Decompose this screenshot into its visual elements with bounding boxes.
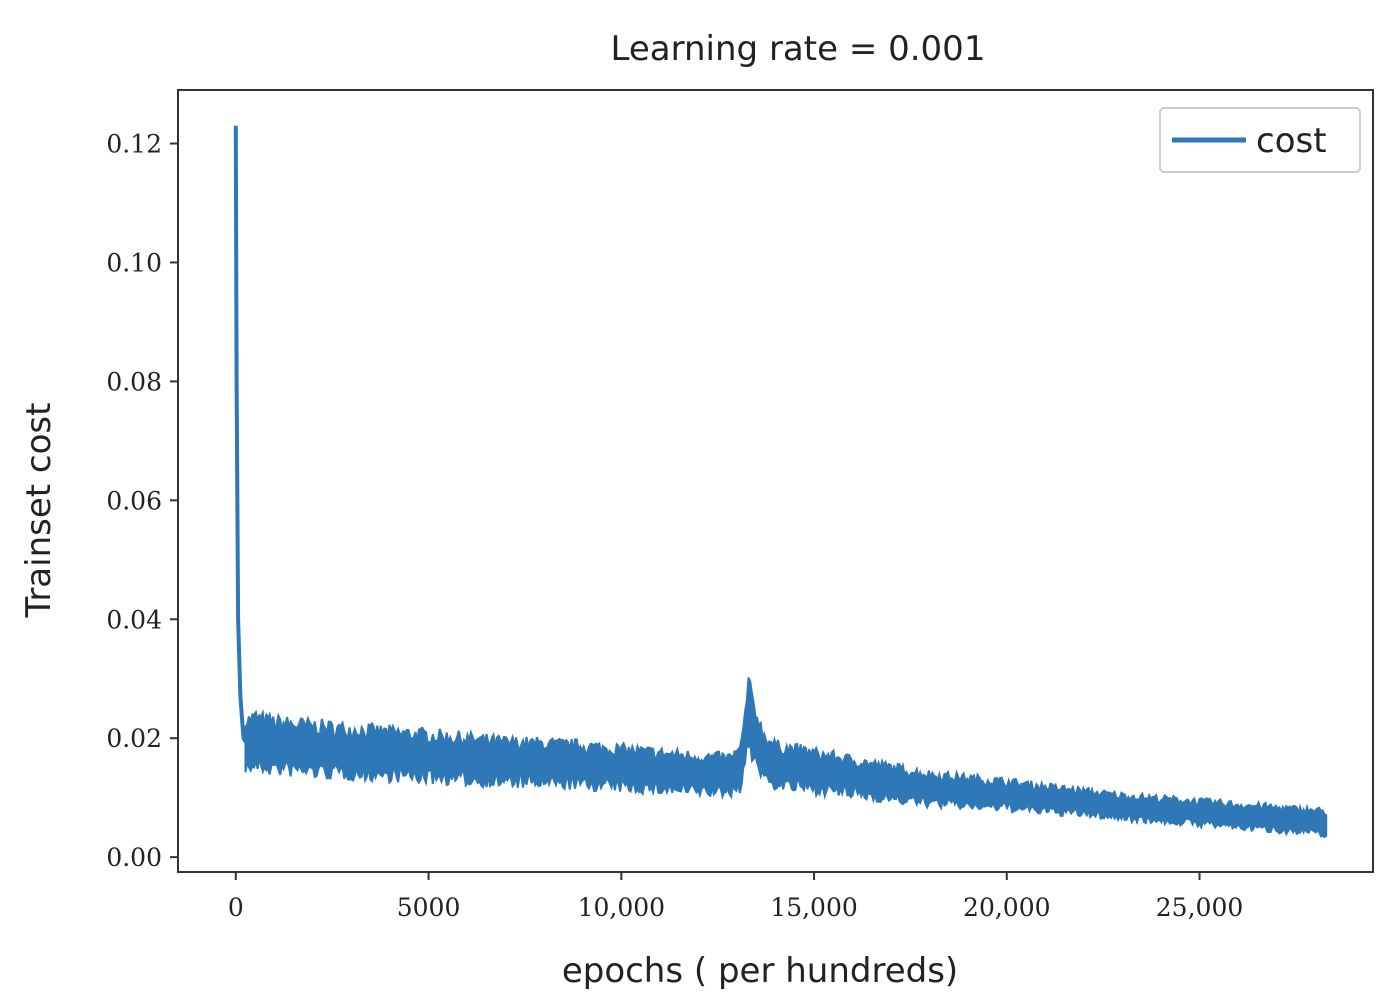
x-tick-label: 15,000 — [770, 893, 857, 922]
cost-noise-band — [244, 677, 1328, 839]
x-tick-label: 20,000 — [963, 893, 1050, 922]
legend: cost — [1159, 107, 1361, 173]
y-axis-ticks: 0.00 0.02 0.04 0.06 0.08 0.10 0.12 — [106, 130, 178, 872]
x-tick-label: 25,000 — [1156, 893, 1243, 922]
y-tick-label: 0.08 — [106, 367, 162, 396]
legend-label-cost: cost — [1256, 121, 1327, 161]
y-tick-label: 0.04 — [106, 605, 162, 634]
y-axis-label: Trainset cost — [19, 403, 59, 619]
x-tick-label: 0 — [228, 893, 244, 922]
plot-frame — [177, 89, 1374, 873]
legend-box — [1159, 107, 1361, 173]
x-axis-label: epochs ( per hundreds) — [562, 951, 958, 991]
x-tick-label: 10,000 — [578, 893, 665, 922]
cost-series-line — [233, 125, 1327, 825]
y-tick-label: 0.10 — [106, 248, 162, 277]
y-tick-label: 0.12 — [106, 130, 162, 159]
y-tick-label: 0.02 — [106, 724, 162, 753]
x-tick-label: 5000 — [397, 893, 461, 922]
x-axis-ticks: 0 5000 10,000 15,000 20,000 25,000 — [228, 872, 1243, 922]
y-tick-label: 0.00 — [106, 843, 162, 872]
chart-title: Learning rate = 0.001 — [611, 29, 986, 69]
y-tick-label: 0.06 — [106, 486, 162, 515]
